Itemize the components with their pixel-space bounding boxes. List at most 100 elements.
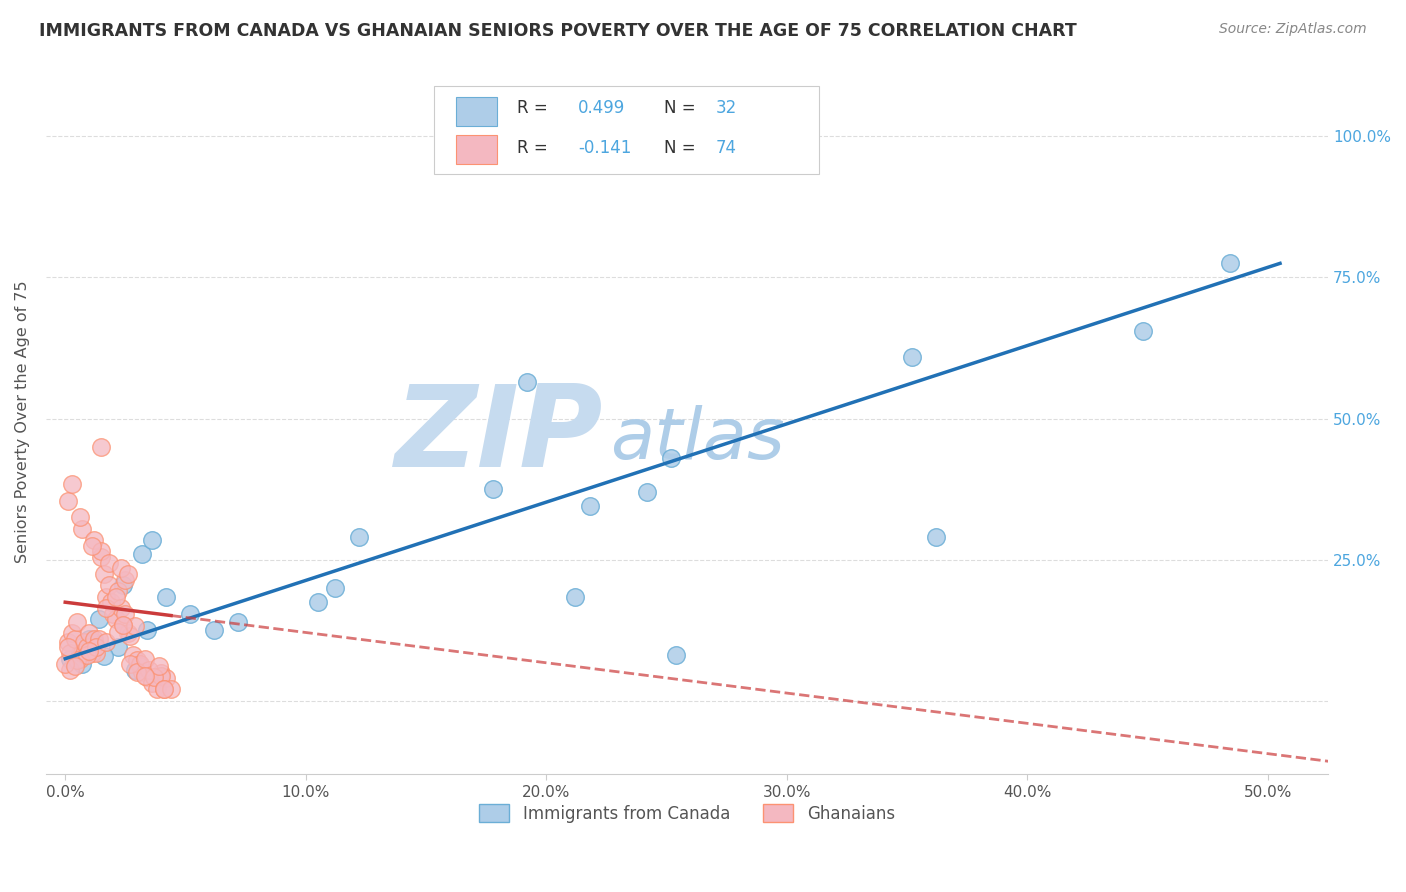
Text: R =: R =: [516, 139, 553, 157]
Point: [202, 624, 225, 638]
Point: [179, 607, 201, 621]
Point: [53, 657, 76, 672]
Point: [66, 615, 89, 629]
Point: [117, 626, 139, 640]
Point: [925, 530, 948, 544]
Point: [77, 644, 100, 658]
Point: [110, 561, 132, 575]
Point: [155, 672, 177, 686]
Point: [114, 573, 136, 587]
Point: [1132, 324, 1154, 338]
Point: [86, 640, 108, 655]
Point: [111, 617, 134, 632]
Point: [127, 653, 149, 667]
Point: [62, 476, 84, 491]
Point: [124, 663, 146, 677]
Point: [114, 607, 136, 621]
Point: [83, 634, 105, 648]
Point: [117, 566, 139, 581]
Text: 74: 74: [716, 139, 737, 157]
Point: [104, 590, 127, 604]
Point: [136, 624, 159, 638]
Point: [134, 651, 156, 665]
Point: [153, 681, 176, 696]
Text: atlas: atlas: [610, 405, 785, 474]
Point: [770, 118, 793, 132]
Point: [59, 646, 82, 660]
Point: [56, 634, 79, 648]
Point: [56, 493, 79, 508]
Point: [564, 590, 586, 604]
Point: [307, 595, 329, 609]
Point: [76, 640, 98, 655]
Point: [59, 651, 82, 665]
Point: [70, 522, 93, 536]
Point: [103, 607, 125, 621]
Point: [69, 646, 91, 660]
Point: [69, 510, 91, 524]
Text: N =: N =: [664, 139, 700, 157]
Text: 0.499: 0.499: [578, 99, 626, 118]
Point: [107, 583, 129, 598]
Point: [155, 590, 177, 604]
Point: [97, 556, 120, 570]
Text: N =: N =: [664, 99, 700, 118]
Point: [150, 665, 173, 680]
Text: -0.141: -0.141: [578, 139, 631, 157]
Point: [80, 646, 103, 660]
Point: [120, 629, 142, 643]
Point: [661, 451, 683, 466]
Point: [90, 549, 112, 564]
Point: [121, 648, 143, 662]
Text: ZIP: ZIP: [395, 380, 603, 491]
Point: [150, 668, 173, 682]
Point: [63, 632, 86, 646]
Point: [94, 590, 117, 604]
Point: [482, 482, 505, 496]
Point: [134, 668, 156, 682]
Y-axis label: Seniors Poverty Over the Age of 75: Seniors Poverty Over the Age of 75: [15, 280, 30, 563]
Point: [83, 533, 105, 547]
Text: 32: 32: [716, 99, 737, 118]
Point: [131, 665, 153, 679]
FancyBboxPatch shape: [457, 135, 498, 164]
Point: [578, 499, 600, 513]
Point: [56, 640, 79, 655]
Point: [107, 625, 129, 640]
Point: [1218, 256, 1240, 270]
Point: [160, 681, 183, 696]
Point: [77, 632, 100, 646]
Point: [128, 657, 150, 672]
Point: [90, 440, 112, 454]
Point: [120, 657, 142, 672]
Point: [148, 659, 170, 673]
Point: [73, 634, 96, 648]
Point: [516, 375, 538, 389]
Point: [111, 578, 134, 592]
Point: [59, 663, 82, 677]
Text: IMMIGRANTS FROM CANADA VS GHANAIAN SENIORS POVERTY OVER THE AGE OF 75 CORRELATIO: IMMIGRANTS FROM CANADA VS GHANAIAN SENIO…: [39, 22, 1077, 40]
Point: [69, 651, 91, 665]
Point: [141, 676, 163, 690]
Point: [128, 659, 150, 673]
Point: [901, 350, 924, 364]
Point: [83, 632, 105, 646]
Point: [141, 533, 163, 547]
Point: [347, 530, 370, 544]
Point: [87, 612, 110, 626]
Point: [131, 547, 153, 561]
Point: [323, 581, 346, 595]
Point: [80, 539, 103, 553]
Point: [100, 595, 122, 609]
Point: [143, 670, 166, 684]
Point: [145, 681, 167, 696]
Point: [70, 657, 93, 672]
Legend: Immigrants from Canada, Ghanaians: Immigrants from Canada, Ghanaians: [472, 797, 901, 830]
Point: [104, 612, 127, 626]
Point: [153, 681, 176, 696]
Point: [86, 646, 108, 660]
Point: [93, 648, 115, 663]
Point: [93, 566, 115, 581]
Point: [228, 615, 250, 629]
Text: R =: R =: [516, 99, 553, 118]
